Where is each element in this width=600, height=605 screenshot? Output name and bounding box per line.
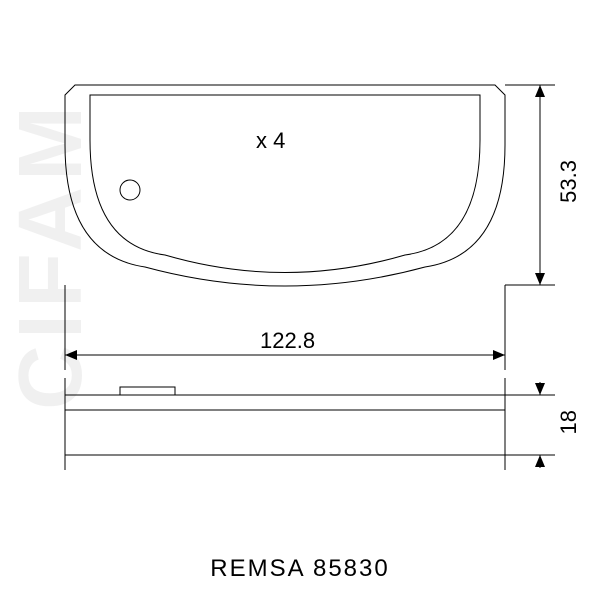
brand-partnumber: REMSA 85830 [0,555,600,583]
width-dimension-label: 122.8 [260,328,315,354]
height-dimension-label: 53.3 [556,160,582,203]
thickness-dimension-label: 18 [556,410,582,434]
drawing-canvas [0,0,600,600]
quantity-label: x 4 [256,128,285,154]
